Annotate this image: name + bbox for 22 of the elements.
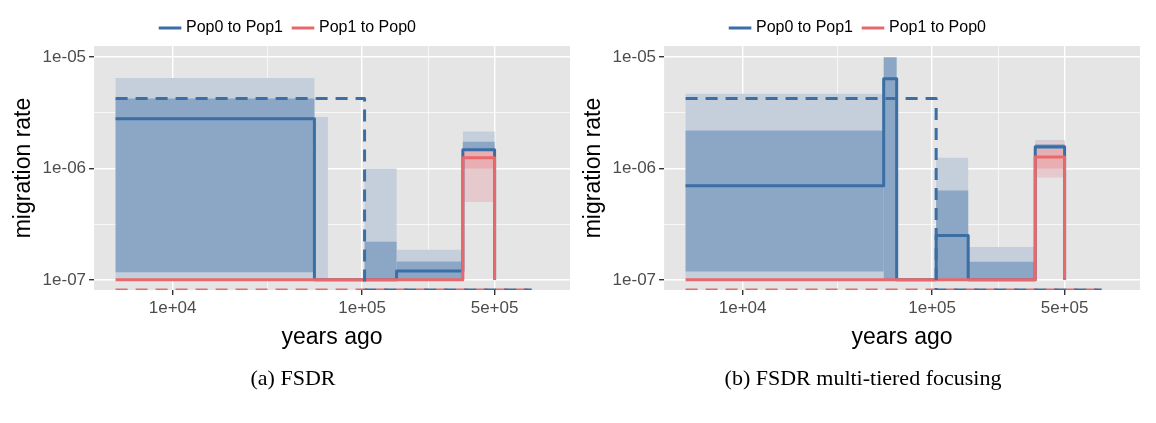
x-axis-title: years ago bbox=[851, 322, 953, 349]
legend-label: Pop1 to Pop0 bbox=[889, 18, 987, 36]
y-tick-label: 1e-05 bbox=[612, 46, 657, 66]
x-tick-label: 1e+04 bbox=[148, 297, 197, 317]
x-axis-title: years ago bbox=[281, 322, 383, 349]
x-tick-label: 1e+05 bbox=[908, 297, 957, 317]
y-axis-title: migration rate bbox=[9, 97, 36, 239]
y-tick-label: 1e-06 bbox=[42, 158, 87, 178]
x-tick-label: 1e+05 bbox=[338, 297, 387, 317]
legend-label: Pop0 to Pop1 bbox=[756, 18, 854, 36]
y-tick-label: 1e-07 bbox=[42, 269, 87, 289]
legend-label: Pop1 to Pop0 bbox=[319, 18, 417, 36]
x-tick-label: 5e+05 bbox=[1040, 297, 1089, 317]
y-tick-label: 1e-06 bbox=[612, 158, 657, 178]
text: (a) FSDR bbox=[249, 365, 337, 391]
y-tick-label: 1e-05 bbox=[42, 46, 87, 66]
text: (b) FSDR multi-tiered focusing bbox=[723, 365, 1003, 391]
y-axis-title: migration rate bbox=[579, 97, 606, 239]
x-tick-label: 5e+05 bbox=[470, 297, 519, 317]
x-tick-label: 1e+04 bbox=[718, 297, 767, 317]
y-tick-label: 1e-07 bbox=[612, 269, 657, 289]
legend-label: Pop0 to Pop1 bbox=[186, 18, 284, 36]
